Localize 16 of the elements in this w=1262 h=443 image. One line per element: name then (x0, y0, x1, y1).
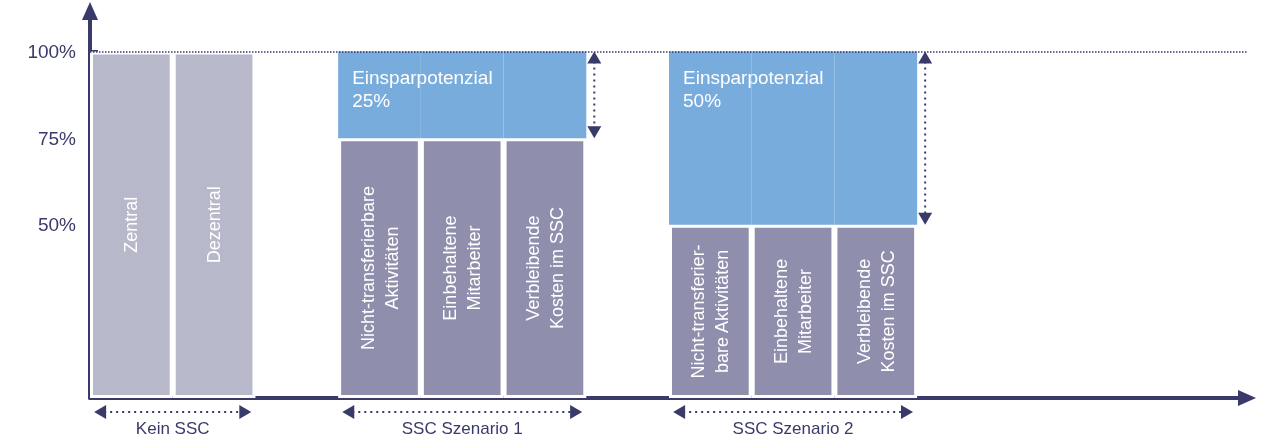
text: Kein SSC (135, 419, 210, 438)
x-tick-label: Zentral (121, 196, 142, 253)
x-tick-label: Einbehaltene Mitarbeiter (440, 215, 485, 321)
x-tick-label: Verbleibende Kosten im SSC (853, 250, 898, 373)
y-tick-label: 100% (27, 41, 77, 63)
x-tick-label: Nicht-transferier- bare Aktivitäten (688, 244, 733, 379)
text: SSC Szenario 1 (401, 419, 523, 438)
data-label: Einsparpotenzial 50% (683, 66, 829, 111)
y-tick-label: 50% (37, 214, 77, 236)
text: SSC Szenario 2 (732, 419, 854, 438)
y-tick-label: 75% (37, 127, 77, 149)
x-tick-label: Verbleibende Kosten im SSC (522, 207, 567, 330)
x-tick-label: Dezentral (204, 186, 225, 264)
x-tick-label: Nicht-transferierbare Aktivitäten (357, 186, 402, 351)
x-tick-label: Einbehaltene Mitarbeiter (771, 258, 816, 364)
data-label: Einsparpotenzial 25% (352, 66, 498, 111)
